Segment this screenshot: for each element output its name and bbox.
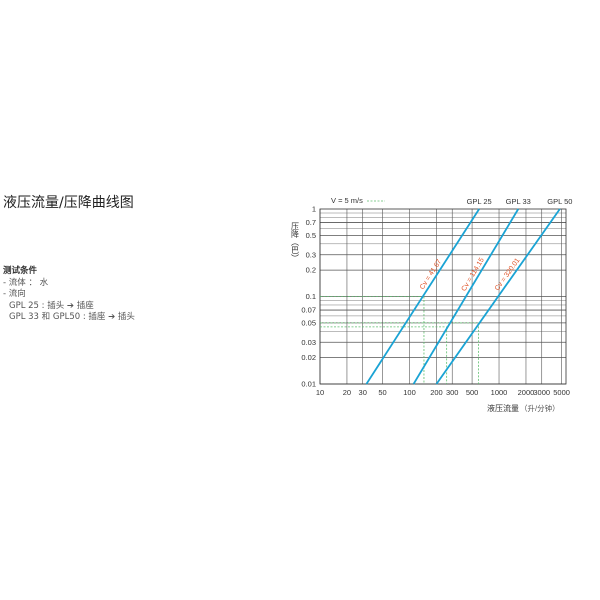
x-tick-label: 300 bbox=[446, 388, 459, 397]
test-conditions: 测试条件 - 流体 ： 水 - 流向 GPL 25 : 插头 ➔ 插座 GPL … bbox=[3, 266, 135, 324]
y-tick-label: 0.03 bbox=[301, 338, 316, 347]
x-tick-label: 3000 bbox=[533, 388, 550, 397]
series-label: GPL 25 bbox=[467, 197, 492, 206]
series-line bbox=[365, 208, 480, 385]
x-tick-label: 500 bbox=[466, 388, 479, 397]
x-tick-label: 20 bbox=[343, 388, 351, 397]
page-title: 液压流量/压降曲线图 bbox=[3, 195, 134, 211]
x-tick-label: 100 bbox=[403, 388, 416, 397]
x-axis-label: 液压流量 bbox=[487, 403, 519, 413]
y-tick-label: 0.2 bbox=[306, 266, 316, 275]
cv-label: Cv = 41.67 bbox=[419, 258, 443, 291]
y-tick-label: 0.07 bbox=[301, 306, 316, 315]
condition-line: GPL 33 和 GPL50 : 插座 ➔ 插头 bbox=[9, 312, 135, 322]
cv-label: Cv = 114.15 bbox=[461, 257, 486, 293]
x-tick-label: 1000 bbox=[491, 388, 508, 397]
y-tick-label: 0.7 bbox=[306, 218, 316, 227]
x-tick-label: 200 bbox=[430, 388, 443, 397]
conditions-heading: 测试条件 bbox=[3, 266, 38, 276]
cv-label: Cv = 320.01 bbox=[494, 257, 522, 292]
condition-line: GPL 25 : 插头 ➔ 插座 bbox=[9, 300, 94, 311]
y-axis-label: 压降（巴） bbox=[291, 222, 300, 262]
x-tick-label: 5000 bbox=[553, 388, 570, 397]
x-tick-label: 50 bbox=[378, 388, 386, 397]
series-line bbox=[435, 208, 561, 385]
x-tick-label: 2000 bbox=[518, 388, 535, 397]
y-tick-label: 1 bbox=[312, 205, 316, 214]
x-axis-unit: （升/分钟） bbox=[520, 403, 560, 413]
y-tick-label: 0.01 bbox=[301, 380, 316, 389]
x-tick-label: 10 bbox=[316, 388, 324, 397]
series-label: GPL 33 bbox=[506, 197, 531, 206]
y-tick-label: 0.1 bbox=[306, 292, 316, 301]
condition-line: - 流向 bbox=[3, 289, 26, 299]
y-tick-label: 0.3 bbox=[306, 250, 316, 259]
y-tick-label: 0.5 bbox=[306, 231, 316, 240]
condition-line: - 流体 ： 水 bbox=[3, 277, 49, 288]
series-line bbox=[412, 208, 520, 385]
series-label: GPL 50 bbox=[547, 197, 572, 206]
legend-label: V = 5 m/s bbox=[331, 196, 363, 205]
y-tick-label: 0.05 bbox=[301, 318, 316, 327]
x-tick-label: 30 bbox=[359, 388, 367, 397]
y-tick-label: 0.02 bbox=[301, 353, 316, 362]
